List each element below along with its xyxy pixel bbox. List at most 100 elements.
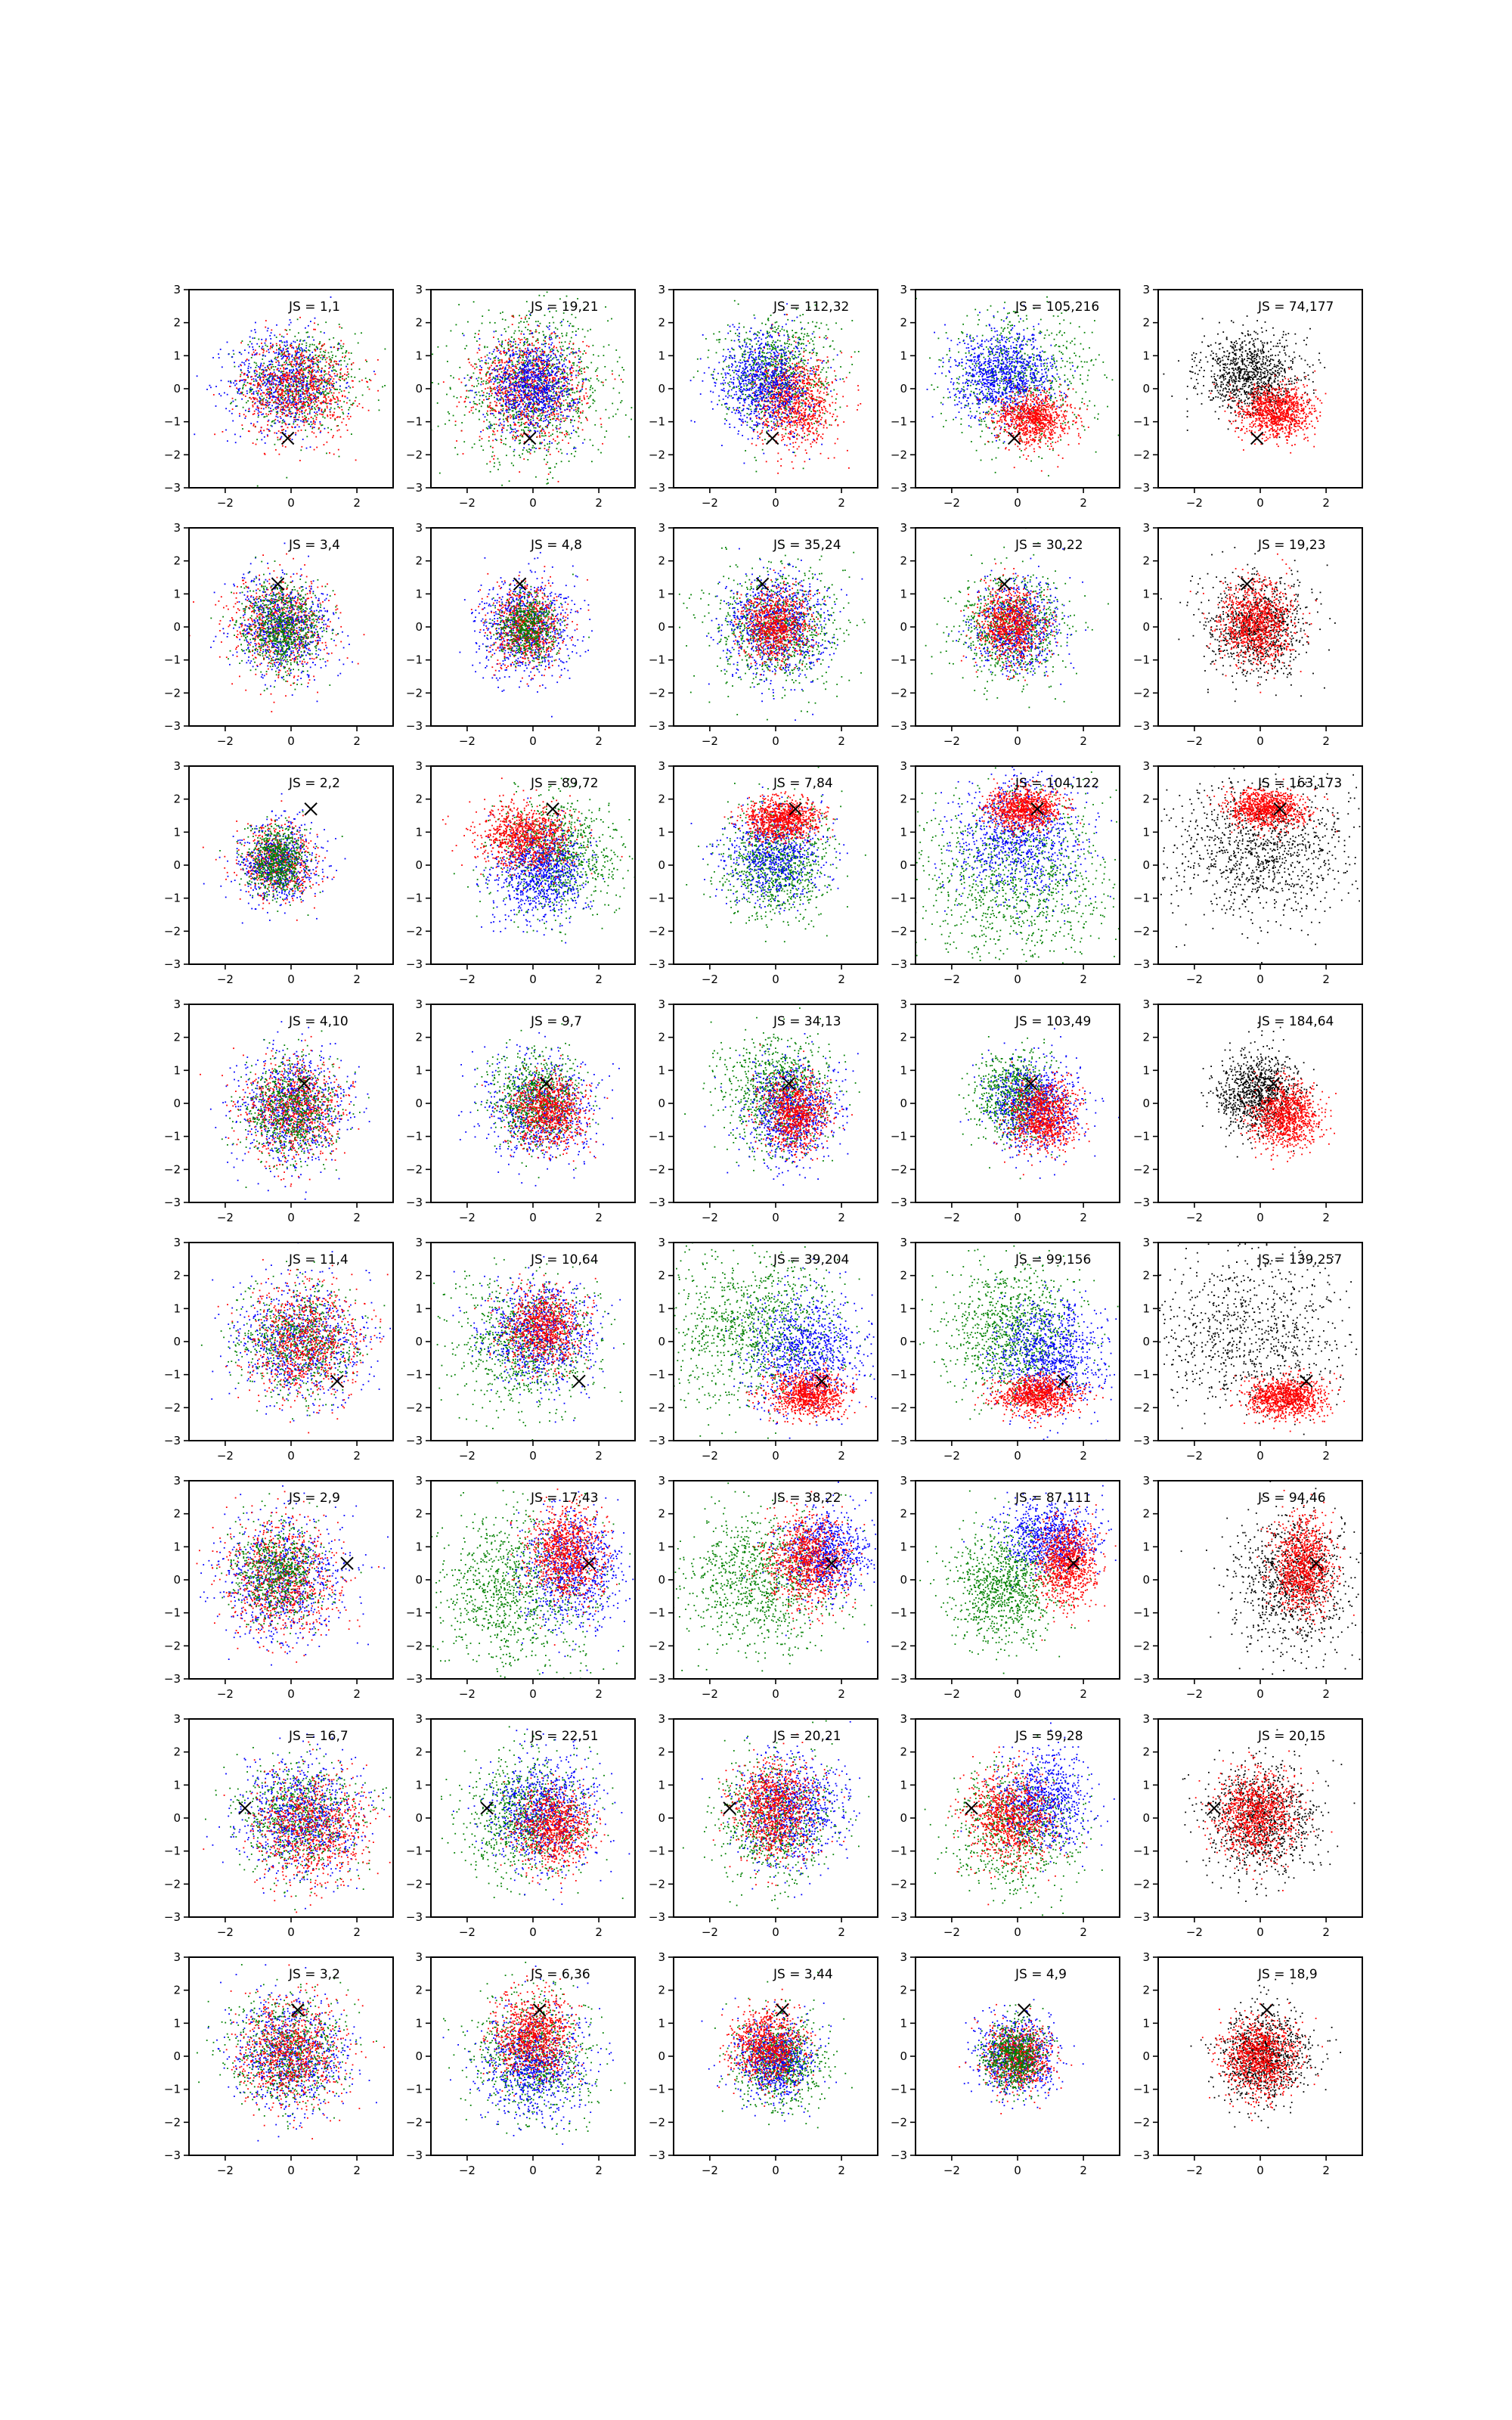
data-point <box>513 316 514 318</box>
data-point <box>349 418 350 420</box>
data-point <box>498 389 500 391</box>
data-point <box>312 364 314 365</box>
data-point <box>263 371 265 372</box>
data-point <box>249 397 251 399</box>
data-point <box>572 372 573 374</box>
data-point <box>517 405 519 407</box>
data-point <box>538 348 539 349</box>
data-point <box>318 359 319 361</box>
data-point <box>276 359 277 361</box>
data-point <box>513 455 515 457</box>
data-point <box>504 376 506 377</box>
data-point <box>451 330 452 332</box>
data-point <box>330 361 332 362</box>
data-point <box>561 461 562 462</box>
data-point <box>516 414 518 416</box>
data-point <box>249 411 250 412</box>
data-point <box>582 380 584 382</box>
data-point <box>528 414 529 415</box>
data-point <box>291 407 293 408</box>
data-point <box>255 367 256 368</box>
data-point <box>497 358 499 359</box>
data-point <box>559 403 561 405</box>
data-point <box>562 371 563 373</box>
data-point <box>307 377 308 379</box>
data-point <box>557 328 559 330</box>
data-point <box>534 372 536 374</box>
data-point <box>512 391 513 392</box>
data-point <box>274 402 275 404</box>
data-point <box>531 395 533 396</box>
data-point <box>506 361 507 363</box>
data-point <box>489 406 491 408</box>
data-point <box>432 354 433 355</box>
data-point <box>242 380 243 381</box>
data-point <box>526 315 528 316</box>
data-point <box>525 318 526 320</box>
data-point <box>251 343 253 345</box>
data-point <box>344 374 345 375</box>
data-point <box>549 346 550 348</box>
data-point <box>280 381 282 383</box>
data-point <box>537 402 538 403</box>
data-point <box>542 331 544 333</box>
data-point <box>527 345 528 346</box>
data-point <box>540 323 541 324</box>
data-point <box>271 426 273 427</box>
data-point <box>568 379 569 380</box>
data-point <box>570 422 572 424</box>
data-point <box>334 361 336 362</box>
data-point <box>562 415 564 417</box>
data-point <box>565 359 567 361</box>
data-point <box>274 433 276 434</box>
data-point <box>290 408 291 409</box>
data-point <box>343 418 345 420</box>
data-point <box>527 339 528 340</box>
data-point <box>550 412 552 414</box>
data-point <box>549 368 550 369</box>
data-point <box>318 371 319 373</box>
data-point <box>382 386 383 388</box>
data-point <box>318 398 319 399</box>
data-point <box>522 355 523 356</box>
data-point <box>513 397 515 399</box>
data-point <box>543 344 544 346</box>
data-point <box>541 373 543 374</box>
data-point <box>559 427 561 429</box>
data-point <box>503 413 505 414</box>
data-point <box>573 448 575 449</box>
data-point <box>490 427 491 429</box>
data-point <box>277 399 279 401</box>
data-point <box>333 369 335 371</box>
data-point <box>274 423 276 424</box>
data-point <box>534 364 536 365</box>
data-point <box>535 321 537 322</box>
data-point <box>559 432 561 433</box>
data-point <box>533 377 534 378</box>
data-point <box>538 399 540 400</box>
data-point <box>259 396 261 398</box>
data-point <box>542 371 544 372</box>
data-point <box>513 389 515 390</box>
data-point <box>256 444 257 445</box>
data-point <box>482 449 484 451</box>
data-point <box>606 430 607 432</box>
data-point <box>262 377 264 378</box>
data-point <box>461 422 463 424</box>
data-point <box>556 347 557 349</box>
data-point <box>596 375 598 377</box>
data-point <box>550 419 551 420</box>
data-point <box>266 384 268 386</box>
data-point <box>538 366 539 368</box>
data-point <box>296 355 297 356</box>
data-point <box>256 409 257 411</box>
data-point <box>308 367 310 368</box>
data-point <box>533 397 534 399</box>
data-point <box>367 386 369 388</box>
data-point <box>535 360 537 361</box>
data-point <box>569 434 570 436</box>
data-point <box>505 319 507 321</box>
data-point <box>518 395 519 396</box>
data-point <box>467 374 469 376</box>
data-point <box>236 383 237 385</box>
